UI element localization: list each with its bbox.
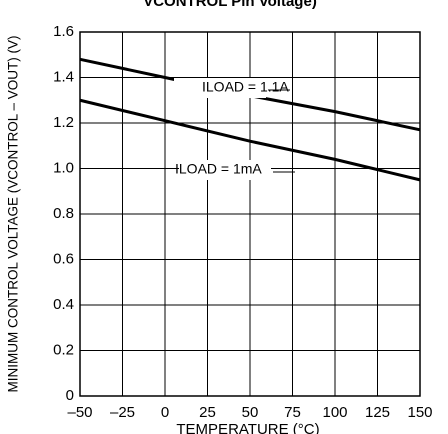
y-tick-label: 1.6 bbox=[53, 23, 74, 40]
x-tick-label: –50 bbox=[67, 404, 92, 421]
x-tick-label: 50 bbox=[242, 404, 259, 421]
x-tick-label: 150 bbox=[407, 404, 432, 421]
y-tick-label: 0.8 bbox=[53, 205, 74, 222]
label-bg bbox=[174, 78, 266, 98]
y-tick-label: 1.0 bbox=[53, 159, 74, 176]
series-label: ILOAD = 1.1A bbox=[202, 79, 289, 95]
label-bg bbox=[179, 160, 271, 180]
y-axis-label: MINIMUM CONTROL VOLTAGE (VCONTROL – VOUT… bbox=[6, 35, 21, 392]
x-tick-label: 75 bbox=[284, 404, 301, 421]
y-tick-label: 1.2 bbox=[53, 114, 74, 131]
y-tick-label: 0 bbox=[66, 387, 74, 404]
chart-title: VCONTROL Pin Voltage) bbox=[143, 0, 317, 10]
series-label: ILOAD = 1mA bbox=[175, 161, 262, 177]
y-tick-label: 0.4 bbox=[53, 296, 74, 313]
plot-frame bbox=[79, 31, 421, 397]
x-tick-label: 125 bbox=[365, 404, 390, 421]
y-tick-label: 0.2 bbox=[53, 341, 74, 358]
y-tick-label: 0.6 bbox=[53, 250, 74, 267]
series-line bbox=[79, 98, 421, 182]
x-tick-label: 0 bbox=[161, 404, 169, 421]
x-tick-label: –25 bbox=[110, 404, 135, 421]
x-tick-label: 100 bbox=[322, 404, 347, 421]
y-tick-label: 1.4 bbox=[53, 68, 74, 85]
x-axis-label: TEMPERATURE (°C) bbox=[176, 421, 319, 434]
x-tick-label: 25 bbox=[199, 404, 216, 421]
